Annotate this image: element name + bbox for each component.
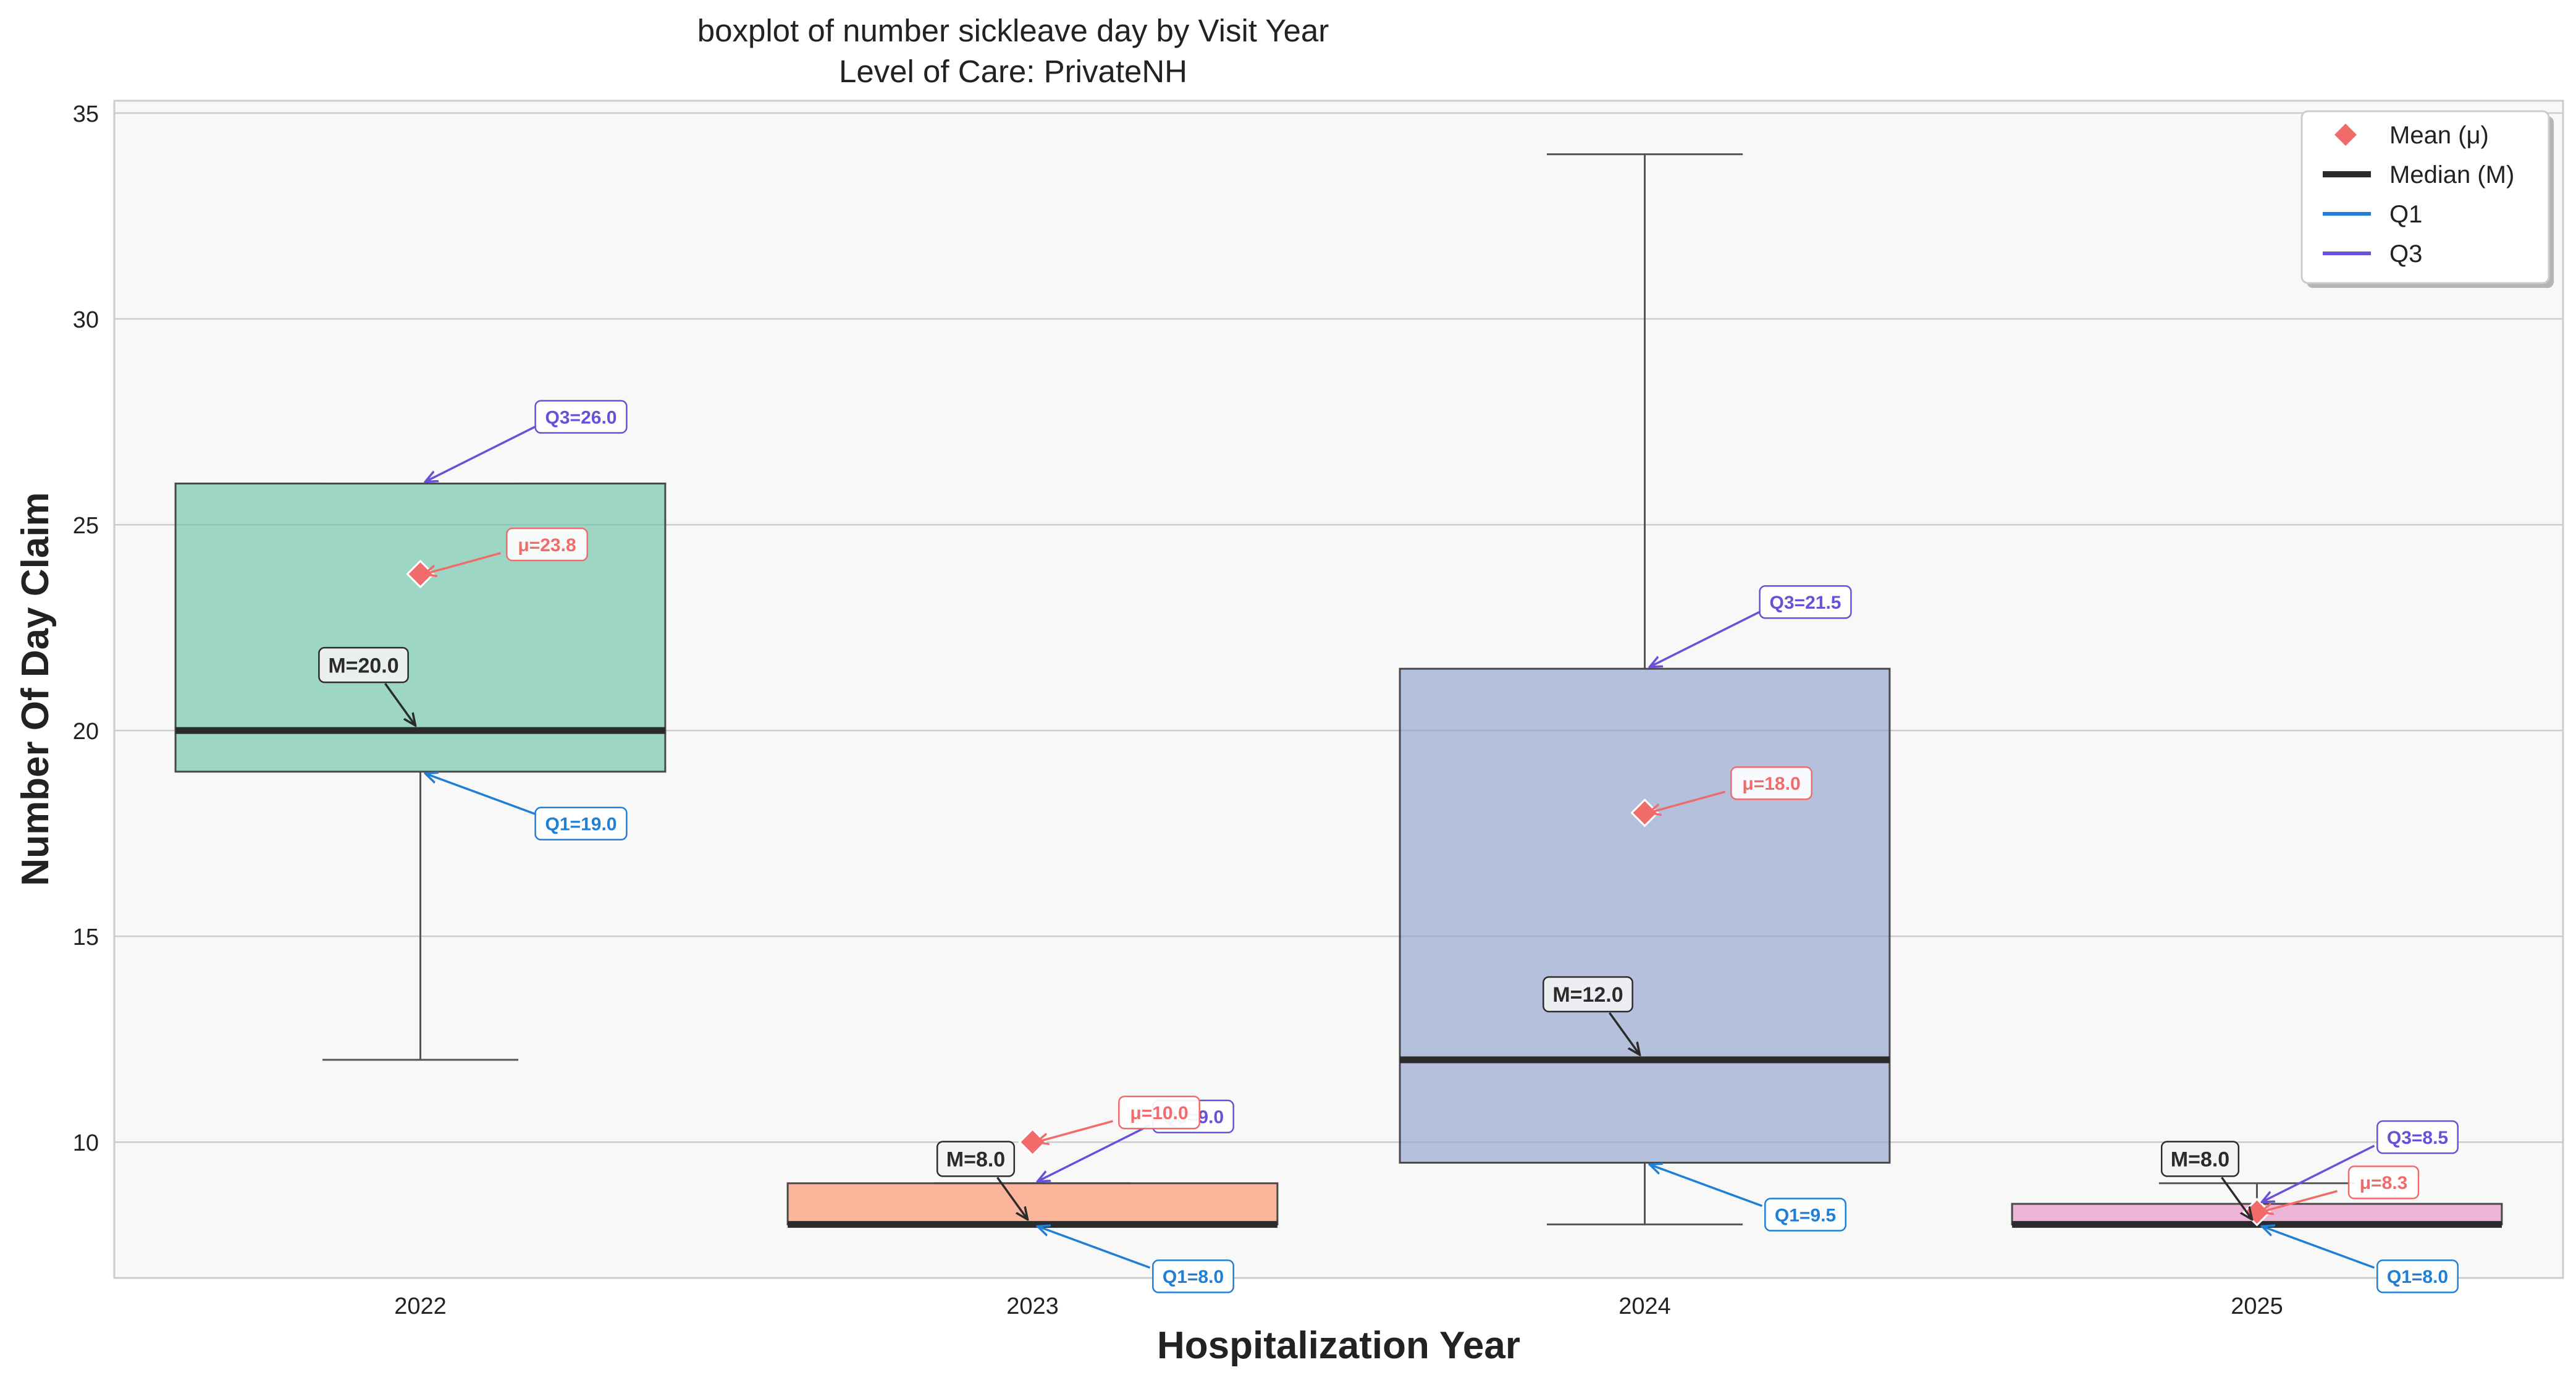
y-tick-label-10: 10 — [73, 1130, 99, 1156]
legend-item-mean: Mean (μ) — [2334, 122, 2489, 149]
q3-arrow-2022 — [426, 424, 539, 481]
median-label-2024-box — [1543, 976, 1633, 1013]
q1-label-2023-text: Q1=8.0 — [1163, 1267, 1224, 1287]
mean-label-2024: μ=18.0 — [1730, 766, 1812, 800]
mean-arrow-2024 — [1649, 790, 1725, 813]
x-axis-label: Hospitalization Year — [1157, 1324, 1520, 1367]
mean-arrow-2022 — [424, 552, 501, 574]
median-label-2025: M=8.0 — [2160, 1141, 2240, 1177]
q1-label-2022-box — [534, 806, 628, 840]
x-tick-label-2025: 2025 — [2231, 1293, 2283, 1319]
median-arrow-2024 — [1609, 1012, 1640, 1055]
median-label-2025-box — [2160, 1141, 2240, 1177]
mean-label-2024-text: μ=18.0 — [1742, 774, 1800, 794]
q1-label-2022: Q1=19.0 — [534, 806, 628, 840]
q3-arrow-2024 — [1650, 609, 1763, 667]
chart-title: boxplot of number sickleave day by Visit… — [697, 13, 1329, 48]
box-2024 — [1399, 153, 1891, 1225]
mean-label-2023: μ=10.0 — [1118, 1095, 1200, 1130]
q1-label-2022-text: Q1=19.0 — [545, 814, 617, 835]
x-tick-label-2024: 2024 — [1618, 1293, 1671, 1319]
q3-label-2025-text: Q3=8.5 — [2387, 1128, 2448, 1148]
mean-arrow-2023 — [1037, 1120, 1113, 1142]
annotations: Q3=26.0Q1=19.0μ=23.8M=20.0Q3=9.0Q1=8.0μ=… — [318, 400, 2459, 1293]
legend-label-q1: Q1 — [2389, 201, 2422, 228]
q1-arrow-2025 — [2262, 1226, 2375, 1269]
gridlines — [114, 112, 2563, 1143]
legend-box — [2300, 110, 2550, 284]
mean-label-2025-box — [2347, 1165, 2420, 1199]
q3-label-2022-box — [534, 400, 628, 434]
q1-arrow-2024 — [1650, 1164, 1763, 1207]
mean-label-2025: μ=8.3 — [2347, 1165, 2420, 1199]
y-tick-label-25: 25 — [73, 513, 99, 539]
x-tick-label-2023: 2023 — [1006, 1293, 1059, 1319]
mean-label-2022: μ=23.8 — [506, 527, 588, 562]
q3-label-2022: Q3=26.0 — [534, 400, 628, 434]
mean-label-2022-box — [506, 527, 588, 562]
legend-item-q1: Q1 — [2323, 201, 2422, 228]
q1-arrow-2023 — [1038, 1226, 1151, 1269]
median-label-2025-text: M=8.0 — [2171, 1148, 2229, 1172]
iqr-box-2023 — [786, 1182, 1279, 1225]
q1-label-2024-text: Q1=9.5 — [1775, 1205, 1836, 1225]
median-label-2023: M=8.0 — [936, 1141, 1016, 1177]
annotations-2022: Q3=26.0 Q1=19.0 μ=23.8 M=20.0 — [318, 400, 628, 840]
median-label-2024: M=12.0 — [1543, 976, 1633, 1013]
q1-label-2024-box — [1764, 1198, 1846, 1232]
q1-label-2025-text: Q1=8.0 — [2387, 1267, 2448, 1287]
legend-label-q3: Q3 — [2389, 240, 2422, 268]
q1-label-2023-box — [1152, 1259, 1234, 1293]
q3-label-2025: Q3=8.5 — [2376, 1120, 2459, 1154]
median-arrow-2025 — [2221, 1177, 2252, 1219]
mean-label-2023-text: μ=10.0 — [1130, 1103, 1188, 1123]
y-tick-label-20: 20 — [73, 719, 99, 745]
median-arrow-2022 — [384, 683, 416, 725]
q1-label-2023: Q1=8.0 — [1152, 1259, 1234, 1293]
mean-arrow-2025 — [2261, 1190, 2338, 1212]
q1-label-2025: Q1=8.0 — [2376, 1259, 2459, 1293]
q3-label-2022-text: Q3=26.0 — [545, 407, 617, 428]
q1-arrow-2022 — [426, 774, 539, 816]
median-label-2024-text: M=12.0 — [1552, 983, 1623, 1007]
median-arrow-2023 — [996, 1177, 1028, 1219]
q3-label-2024-text: Q3=21.5 — [1770, 593, 1842, 613]
annotations-2023: Q3=9.0Q1=8.0μ=10.0M=8.0 — [936, 1095, 1234, 1293]
x-tick-label-2022: 2022 — [394, 1293, 447, 1319]
median-label-2022-box — [318, 646, 409, 683]
median-label-2022-text: M=20.0 — [328, 654, 398, 677]
y-tick-label-15: 15 — [73, 924, 99, 950]
q1-label-2025-box — [2376, 1259, 2459, 1293]
x-tick-labels: 2022 2023 2024 2025 — [394, 1293, 2283, 1319]
q3-arrow-2025 — [2262, 1144, 2375, 1202]
mean-label-2023-box — [1118, 1095, 1200, 1130]
y-tick-labels: 10 15 20 25 30 35 — [73, 101, 99, 1156]
y-tick-label-30: 30 — [73, 307, 99, 333]
median-label-2022: M=20.0 — [318, 646, 409, 683]
median-label-2023-text: M=8.0 — [946, 1148, 1005, 1172]
q3-label-2025-box — [2376, 1120, 2459, 1154]
legend-item-q3: Q3 — [2323, 240, 2422, 268]
y-axis-label: Number Of Day Claim — [14, 492, 57, 886]
q1-label-2024: Q1=9.5 — [1764, 1198, 1846, 1232]
iqr-box-2024 — [1399, 667, 1891, 1164]
q3-label-2024: Q3=21.5 — [1759, 585, 1852, 619]
y-tick-label-35: 35 — [73, 101, 99, 127]
q3-label-2024-box — [1759, 585, 1852, 619]
annotations-2025: Q3=8.5 Q1=8.0 μ=8.3 M=8.0 — [2160, 1120, 2459, 1293]
mean-label-2025-text: μ=8.3 — [2360, 1173, 2408, 1193]
median-label-2023-box — [936, 1141, 1016, 1177]
legend: Mean (μ) Median (M) Q1 Q3 — [2300, 110, 2554, 288]
legend-label-mean: Mean (μ) — [2389, 122, 2489, 149]
mean-label-2022-text: μ=23.8 — [518, 535, 576, 556]
mean-label-2024-box — [1730, 766, 1812, 800]
chart-subtitle: Level of Care: PrivateNH — [839, 54, 1187, 89]
q3-arrow-2023 — [1038, 1124, 1151, 1182]
legend-label-median: Median (M) — [2389, 161, 2514, 188]
legend-item-median: Median (M) — [2323, 161, 2514, 188]
legend-swatch-mean — [2334, 124, 2357, 146]
annotations-2024: Q3=21.5 Q1=9.5 μ=18.0 M=12.0 — [1543, 585, 1852, 1232]
